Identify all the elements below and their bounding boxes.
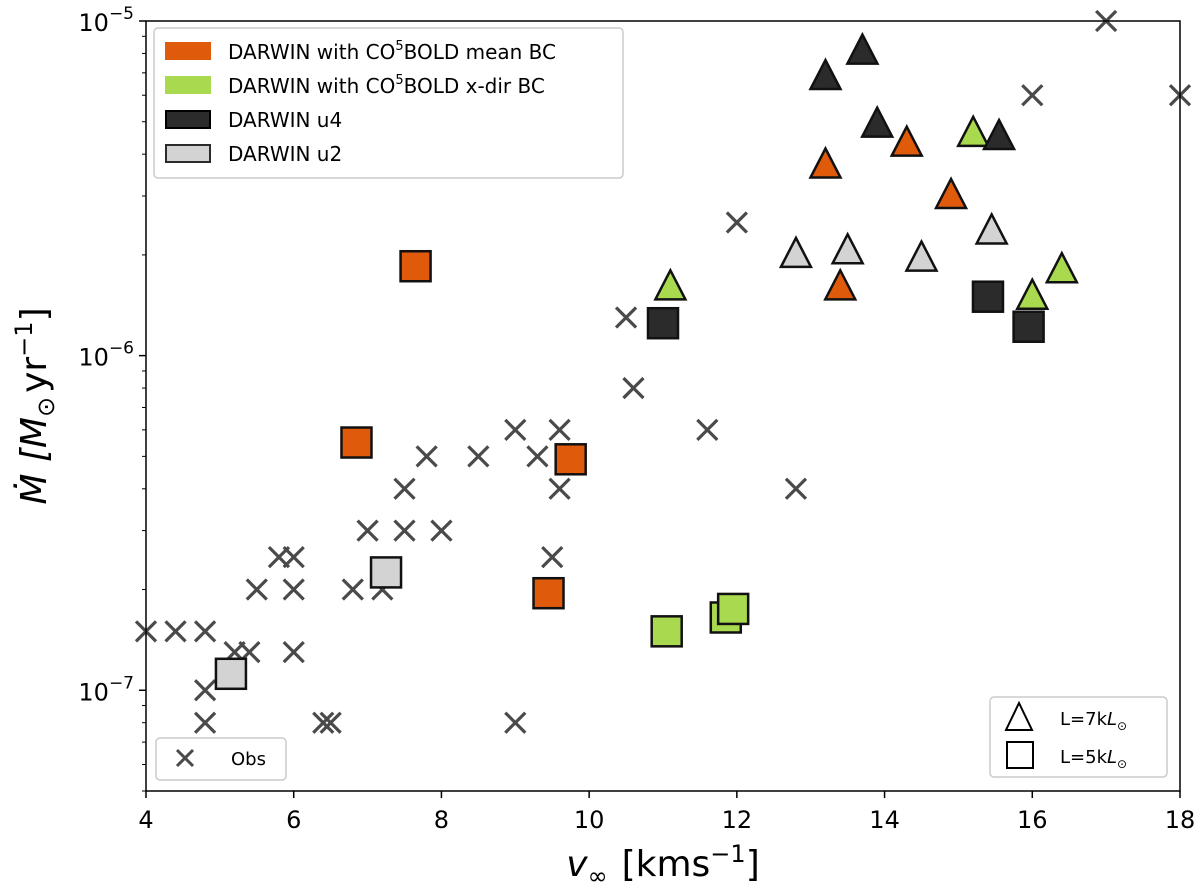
obs-point [526,445,549,468]
obs-point [622,376,645,400]
obs-legend-box [155,737,287,781]
x-tick-label: 12 [722,806,753,834]
plot-marks [134,9,1192,734]
legend-swatch-mean-bc [165,42,211,60]
obs-point [393,519,416,542]
square-point-darwin-u2 [214,657,248,691]
obs-point [467,445,490,468]
obs-point [548,477,571,500]
legend-label-u4: DARWIN u4 [228,108,342,132]
y-tick-label: 10−6 [78,339,134,372]
obs-point [415,445,438,468]
legend-label-obs: Obs [231,749,266,770]
triangle-point-darwin-with-co5bold-mean-bc [889,123,924,157]
x-tick-label: 6 [286,806,301,834]
legend-x-marker [175,748,195,768]
obs-point [164,620,187,643]
square-point-darwin-with-co5bold-mean-bc [340,426,373,459]
x-tick-label: 10 [574,806,605,834]
y-tick-label: 10−7 [78,673,134,706]
square-point-darwin-with-co5bold-x-dir-bc [716,592,750,626]
obs-point [614,306,638,329]
obs-point [548,418,571,442]
triangle-point-darwin-u2 [974,211,1009,245]
obs-point [193,620,217,643]
obs-point [282,545,305,569]
x-tick-label: 18 [1165,806,1196,834]
x-tick-label: 16 [1017,806,1048,834]
obs-point [319,711,342,734]
legend-swatch-u2 [165,144,211,163]
y-axis-label: Ṁ [M⊙yr−1] [10,307,60,504]
obs-point [193,711,217,734]
obs-point [504,711,527,734]
square-point-darwin-with-co5bold-mean-bc [554,443,587,476]
obs-point [193,679,217,702]
legend-swatch-u4 [165,110,211,129]
triangle-point-darwin-with-co5bold-x-dir-bc [1015,276,1050,310]
obs-point [393,477,416,500]
obs-point [245,578,268,601]
obs-point [341,578,364,601]
marker-legend-box [989,696,1168,778]
square-point-darwin-u4 [971,280,1005,313]
obs-point [541,545,564,569]
square-point-darwin-u4 [646,306,680,340]
y-tick-label: 10−5 [78,4,134,37]
triangle-point-darwin-u4 [808,57,843,91]
triangle-point-darwin-u4 [860,104,895,138]
obs-point [784,477,808,500]
obs-point [504,418,527,442]
triangle-point-darwin-with-co5bold-x-dir-bc [956,114,991,148]
triangle-point-darwin-u4 [845,31,880,65]
obs-point [430,519,453,542]
legend-label-7k: L=7kL⊙ [1060,709,1127,733]
x-axis: 4 6 8 10 12 14 16 18 [138,791,1195,834]
obs-point [282,578,305,601]
y-axis: 10−7 10−6 10−5 [78,4,146,792]
legend-square-marker [1006,741,1034,769]
triangle-point-darwin-u2 [778,235,813,269]
series-legend: DARWIN with CO5BOLD mean BC DARWIN with … [153,27,624,179]
square-point-darwin-u2 [369,556,403,589]
triangle-point-darwin-with-co5bold-mean-bc [933,176,969,210]
x-tick-label: 14 [869,806,900,834]
obs-point [1021,84,1044,107]
legend-swatch-xdir-bc [165,76,211,94]
plot-frame [145,20,1181,792]
triangle-point-darwin-u4 [981,117,1017,151]
triangle-point-darwin-u2 [830,231,865,265]
legend-label-u2: DARWIN u2 [228,142,342,166]
obs-point [696,418,719,442]
triangle-point-darwin-with-co5bold-x-dir-bc [1044,250,1079,284]
square-point-darwin-with-co5bold-mean-bc [532,576,565,610]
x-axis-label: v∞ [kms−1] [566,840,759,890]
marker-legend: L=7kL⊙ L=5kL⊙ [989,696,1168,778]
legend-label-5k: L=5kL⊙ [1060,747,1127,771]
obs-point [312,711,335,734]
obs-point [356,519,379,542]
square-point-darwin-u4 [1012,310,1045,343]
square-point-darwin-with-co5bold-x-dir-bc [650,615,683,648]
square-point-darwin-with-co5bold-mean-bc [399,249,432,283]
legend-label-mean-bc: DARWIN with CO5BOLD mean BC [228,39,556,64]
x-tick-label: 4 [138,806,153,834]
obs-point [282,641,305,664]
series-legend-box [153,27,624,179]
legend-triangle-marker [1004,700,1034,731]
triangle-point-darwin-with-co5bold-x-dir-bc [653,267,688,301]
triangle-point-darwin-with-co5bold-mean-bc [808,145,843,179]
obs-legend: Obs [155,737,287,781]
triangle-point-darwin-u2 [904,238,939,272]
legend-label-xdir-bc: DARWIN with CO5BOLD x-dir BC [228,73,545,98]
triangle-point-darwin-with-co5bold-mean-bc [823,267,858,301]
obs-point [725,211,748,234]
x-tick-label: 8 [434,806,449,834]
